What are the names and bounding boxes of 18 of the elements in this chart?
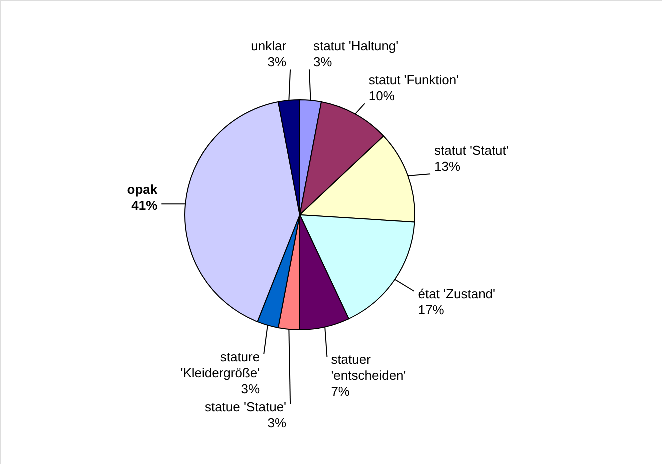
data-label: 41% [132,198,158,214]
slice-label: unklar [251,38,288,54]
data-label: 17% [418,302,445,318]
slice-label: statuer 'entscheiden' [331,352,406,383]
slice-label: stature 'Kleidergröße' [180,349,260,380]
data-label: 13% [434,159,462,174]
slice-label: statut 'Haltung' [313,38,399,54]
slice-label: statut 'Funktion' [368,72,460,88]
data-label: 3% [313,54,333,70]
data-label: 3% [241,381,261,396]
data-label: 3% [268,54,287,70]
data-label: 10% [368,88,396,104]
data-label: 3% [268,415,287,430]
slice-label: état 'Zustand' [418,286,496,302]
data-label: 7% [331,384,350,399]
slice-label: statue 'Statue' [204,399,287,414]
slice-label: opak [127,182,158,198]
slice-label: statut 'Statut' [434,143,509,158]
